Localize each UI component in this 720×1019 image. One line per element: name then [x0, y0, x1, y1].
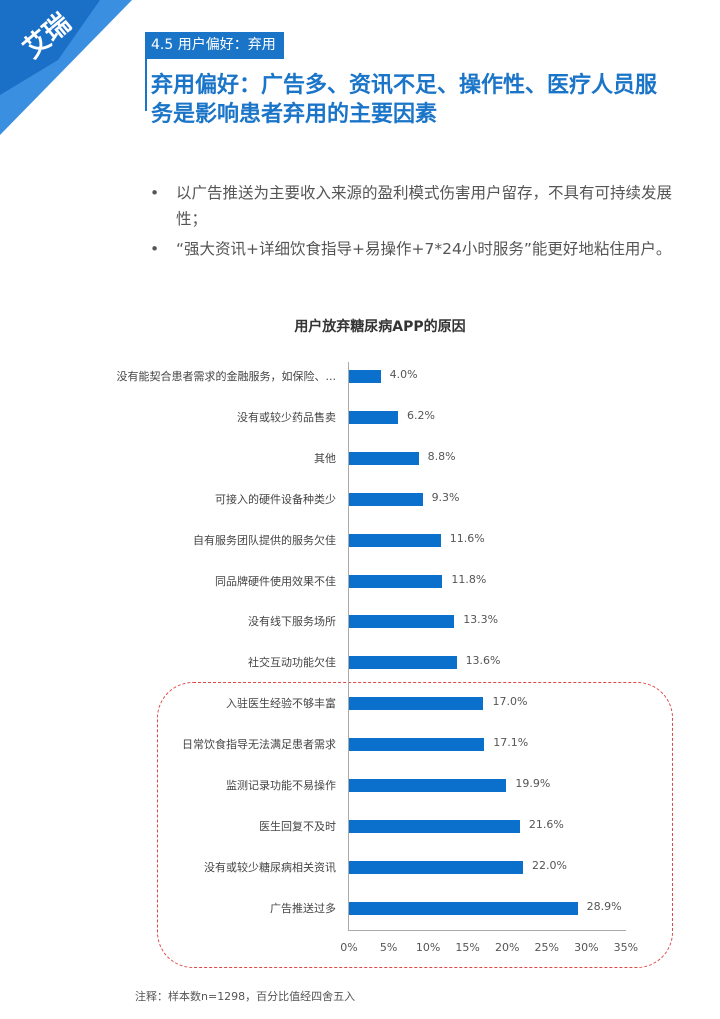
bar-row: 入驻医生经验不够丰富 17.0%	[0, 695, 720, 711]
bar-value-label: 17.0%	[492, 695, 528, 709]
bullet-marker: •	[150, 240, 160, 258]
x-tick-label: 25%	[534, 941, 559, 954]
bar-label: 没有或较少糖尿病相关资讯	[204, 860, 336, 874]
bar-label: 监测记录功能不易操作	[226, 779, 336, 792]
section-tag: 4.5 用户偏好：弃用	[145, 32, 284, 59]
bullet-marker: •	[150, 184, 160, 202]
bar-label: 社交互动功能欠佳	[248, 656, 336, 670]
footnote: 注释：样本数n=1298，百分比值经四舍五入	[135, 990, 356, 1003]
bullet-item: • “强大资讯+详细饮食指导+易操作+7*24小时服务”能更好地粘住用户。	[148, 236, 678, 262]
bar-label: 可接入的硬件设备种类少	[215, 492, 336, 506]
bar-value-label: 8.8%	[427, 449, 456, 463]
bar-label: 入驻医生经验不够丰富	[226, 697, 336, 711]
x-tick-label: 0%	[340, 941, 358, 954]
page-title: 弃用偏好：广告多、资讯不足、操作性、医疗人员服务是影响患者弃用的主要因素	[151, 73, 658, 127]
x-tick-label: 5%	[379, 941, 398, 954]
bar-value-label: 6.2%	[407, 408, 435, 422]
bar-value-label: 22.0%	[532, 858, 567, 872]
y-axis-line	[348, 362, 349, 931]
bar-row: 可接入的硬件设备种类少 9.3%	[0, 490, 720, 507]
bar-row: 日常饮食指导无法满足患者需求 17.1%	[0, 736, 720, 752]
bar-value-label: 28.9%	[586, 899, 622, 913]
bar-row: 广告推送过多 28.9%	[0, 899, 720, 916]
bar-row: 没有能契合患者需求的金融服务，如保险、... 4.0%	[0, 368, 720, 384]
bar-row: 监测记录功能不易操作 19.9%	[0, 777, 720, 793]
bar-value-label: 4.0%	[389, 368, 418, 381]
bar-row: 没有或较少药品售卖 6.2%	[0, 408, 720, 425]
bar-row: 其他 8.8%	[0, 449, 720, 466]
bar-label: 广告推送过多	[270, 901, 336, 915]
bar-label: 没有线下服务场所	[248, 615, 336, 629]
bar	[349, 860, 524, 874]
x-axis-line	[348, 930, 626, 931]
chart-title: 用户放弃糖尿病APP的原因	[294, 319, 466, 335]
bar-label: 其他	[314, 451, 336, 465]
title-accent-bar	[145, 59, 147, 111]
bar-label: 自有服务团队提供的服务欠佳	[193, 533, 336, 547]
bar-value-label: 13.3%	[463, 613, 499, 627]
bar-value-label: 13.6%	[465, 654, 501, 668]
highlight-box	[157, 682, 673, 968]
x-tick-label: 30%	[574, 941, 599, 954]
bar-value-label: 9.3%	[431, 490, 460, 504]
x-tick-label: 20%	[494, 941, 520, 954]
bar	[349, 492, 423, 506]
bar-value-label: 19.9%	[515, 777, 551, 790]
bar	[349, 779, 507, 792]
x-tick-label: 15%	[455, 941, 480, 954]
bar	[349, 410, 399, 424]
bar-row: 社交互动功能欠佳 13.6%	[0, 654, 720, 670]
bar-label: 医生回复不及时	[259, 819, 336, 833]
bar-row: 没有线下服务场所 13.3%	[0, 613, 720, 629]
bullet-item: • 以广告推送为主要收入来源的盈利模式伤害用户留存，不具有可持续发展性；	[148, 180, 678, 232]
bar	[349, 738, 485, 752]
bar	[349, 697, 484, 711]
bar-label: 没有能契合患者需求的金融服务，如保险、...	[116, 370, 337, 383]
bar-label: 没有或较少药品售卖	[237, 410, 336, 424]
bar-value-label: 21.6%	[528, 817, 564, 831]
bar-value-label: 11.6%	[449, 531, 485, 545]
bar-value-label: 11.8%	[451, 572, 487, 586]
bar-row: 没有或较少糖尿病相关资讯 22.0%	[0, 858, 720, 875]
bullet-list: • 以广告推送为主要收入来源的盈利模式伤害用户留存，不具有可持续发展性； • “…	[148, 180, 678, 266]
bar	[349, 819, 520, 833]
brand-corner-logo: 艾瑞	[0, 0, 132, 135]
bar-value-label: 17.1%	[493, 736, 529, 750]
x-tick-label: 10%	[415, 941, 441, 954]
bar	[349, 451, 419, 465]
bar	[349, 901, 578, 915]
bar	[349, 615, 455, 629]
bar	[349, 370, 381, 383]
bar	[349, 533, 441, 547]
bar-row: 医生回复不及时 21.6%	[0, 817, 720, 834]
bar-label: 日常饮食指导无法满足患者需求	[182, 738, 336, 752]
bar	[349, 574, 443, 588]
bar-row: 自有服务团队提供的服务欠佳 11.6%	[0, 531, 720, 548]
bar	[349, 656, 457, 670]
bar-row: 同品牌硬件使用效果不佳 11.8%	[0, 572, 720, 589]
bar-label: 同品牌硬件使用效果不佳	[215, 574, 336, 588]
x-tick-label: 35%	[613, 941, 639, 954]
